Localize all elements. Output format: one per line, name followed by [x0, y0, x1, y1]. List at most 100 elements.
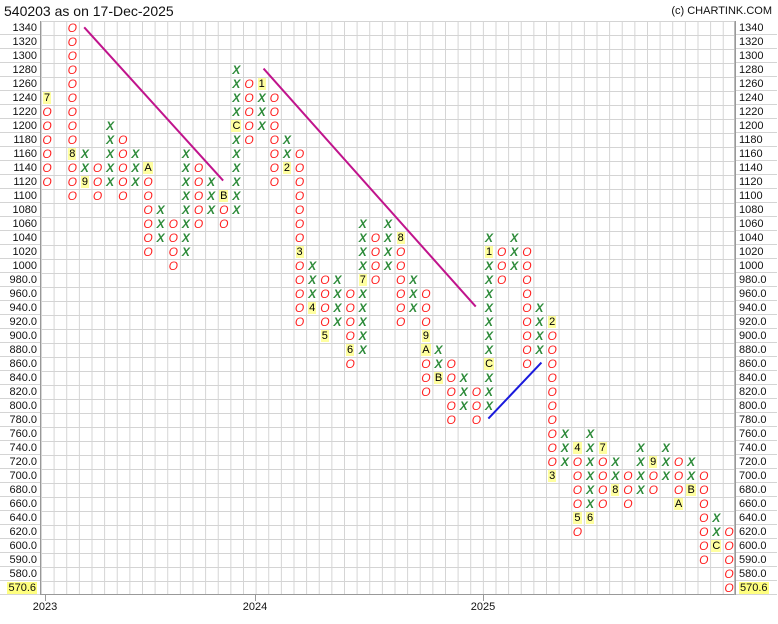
- x-tick-label: 2023: [32, 601, 58, 613]
- pf-cell-x: X: [333, 301, 342, 315]
- pf-cell-o: O: [572, 497, 583, 511]
- month-marker: 9: [649, 456, 658, 468]
- y-tick-text: 1300: [12, 50, 37, 62]
- y-tick-text: 840.0: [9, 372, 37, 384]
- pf-cell-o: O: [345, 287, 355, 301]
- y-tick-label: 940.0: [736, 301, 777, 315]
- y-tick-label: 960.0: [736, 287, 777, 301]
- y-tick-text: 800.0: [9, 400, 37, 412]
- y-tick-label: 900.0: [736, 329, 777, 343]
- pf-cell-o: O: [42, 133, 52, 147]
- pf-cell-o: O: [673, 469, 684, 483]
- pf-cell-o: O: [42, 147, 52, 161]
- pf-cell-x: X: [207, 203, 216, 217]
- y-tick-label: 660.0: [0, 497, 40, 511]
- month-marker: C: [711, 540, 722, 552]
- y-tick-label: 1040: [0, 231, 40, 245]
- pf-cell-x: X: [358, 259, 367, 273]
- pf-cell-o: O: [547, 385, 557, 399]
- pf-cell-x: X: [232, 175, 241, 189]
- y-tick-text: 1280: [12, 64, 37, 76]
- y-tick-label: 1140: [736, 161, 777, 175]
- y-tick-text: 860.0: [739, 358, 767, 370]
- y-tick-text: 780.0: [9, 414, 37, 426]
- pf-cell-x: X: [181, 203, 190, 217]
- pf-cell-o: O: [67, 35, 77, 49]
- y-tick-label: 1060: [0, 217, 40, 231]
- x-tick: [255, 595, 256, 601]
- pf-cell-o: O: [572, 483, 583, 497]
- y-tick-text: 600.0: [9, 540, 37, 552]
- month-marker: B: [219, 190, 229, 202]
- pf-cell-x: X: [358, 343, 367, 357]
- pf-cell-o: O: [522, 343, 532, 357]
- y-tick-label: 920.0: [0, 315, 40, 329]
- pf-cell-o: O: [497, 245, 507, 259]
- y-tick-text: 880.0: [739, 344, 767, 356]
- pf-cell-x: X: [611, 455, 620, 469]
- pf-cell-o: O: [522, 259, 532, 273]
- pf-cell-o: O: [67, 21, 77, 35]
- pf-cell-o: O: [269, 175, 279, 189]
- y-tick-text: 1220: [12, 106, 37, 118]
- pf-cell-x: X: [459, 385, 468, 399]
- pf-cell-o: O: [522, 273, 532, 287]
- pf-cell-x: X: [282, 147, 291, 161]
- y-tick-label: 980.0: [0, 273, 40, 287]
- pf-cell-o: O: [623, 483, 633, 497]
- pf-cell-o: O: [193, 161, 204, 175]
- pf-cell-x: X: [485, 399, 494, 413]
- pf-cell-o: O: [724, 567, 734, 581]
- pf-cell-o: O: [168, 231, 178, 245]
- y-tick-text: 570.6: [739, 582, 769, 594]
- pf-cell-o: O: [395, 273, 406, 287]
- pf-cell-x: X: [485, 301, 494, 315]
- y-tick-label: 590.0: [0, 553, 40, 567]
- pf-cell-x: X: [207, 189, 216, 203]
- pf-cell-x: X: [661, 441, 670, 455]
- month-marker: 3: [295, 246, 304, 258]
- y-tick-label: 1320: [736, 35, 777, 49]
- y-tick-text: 570.6: [7, 582, 37, 594]
- y-axis-right: 1340 1320 1300 1280 1260 1240 1220 1200 1180 1160…: [735, 21, 777, 595]
- pf-cell-o: O: [42, 105, 52, 119]
- pf-cell-o: O: [193, 203, 204, 217]
- copyright-text: (c) CHARTINK.COM: [671, 5, 772, 17]
- y-tick-label: 1280: [736, 63, 777, 77]
- pf-cell-o: O: [67, 77, 77, 91]
- pf-cell-o: O: [67, 63, 77, 77]
- pf-cell-x: X: [459, 371, 468, 385]
- y-tick-text: 1120: [739, 176, 763, 188]
- pf-cell-x: X: [358, 245, 367, 259]
- y-tick-text: 860.0: [9, 358, 37, 370]
- y-tick-text: 740.0: [739, 442, 767, 454]
- y-tick-label: 660.0: [736, 497, 777, 511]
- y-tick-text: 1040: [12, 232, 37, 244]
- y-tick-label: 1060: [736, 217, 777, 231]
- pf-cell-o: O: [699, 525, 709, 539]
- y-tick-text: 590.0: [739, 554, 767, 566]
- y-tick-label: 820.0: [736, 385, 777, 399]
- y-tick-label: 1240: [736, 91, 777, 105]
- y-tick-text: 1000: [12, 260, 37, 272]
- y-tick-label: 590.0: [736, 553, 777, 567]
- y-tick-label: 1100: [0, 189, 40, 203]
- pf-cell-o: O: [446, 399, 456, 413]
- pf-cell-o: O: [294, 273, 305, 287]
- pf-cell-x: X: [485, 231, 494, 245]
- pf-cell-x: X: [181, 245, 190, 259]
- month-marker: 7: [358, 274, 367, 286]
- pf-cell-x: X: [586, 469, 595, 483]
- y-tick-text: 680.0: [739, 484, 767, 496]
- last-price-label: 570.6: [736, 581, 777, 595]
- pf-cell-x: X: [181, 231, 190, 245]
- pf-cell-o: O: [193, 175, 204, 189]
- pf-cell-x: X: [535, 329, 544, 343]
- pf-cell-x: X: [308, 287, 317, 301]
- y-tick-text: 640.0: [739, 512, 767, 524]
- pf-cell-x: X: [409, 287, 418, 301]
- month-marker: 3: [548, 470, 557, 482]
- pf-cell-o: O: [320, 315, 330, 329]
- pf-cell-x: X: [636, 441, 645, 455]
- y-tick-text: 590.0: [9, 554, 37, 566]
